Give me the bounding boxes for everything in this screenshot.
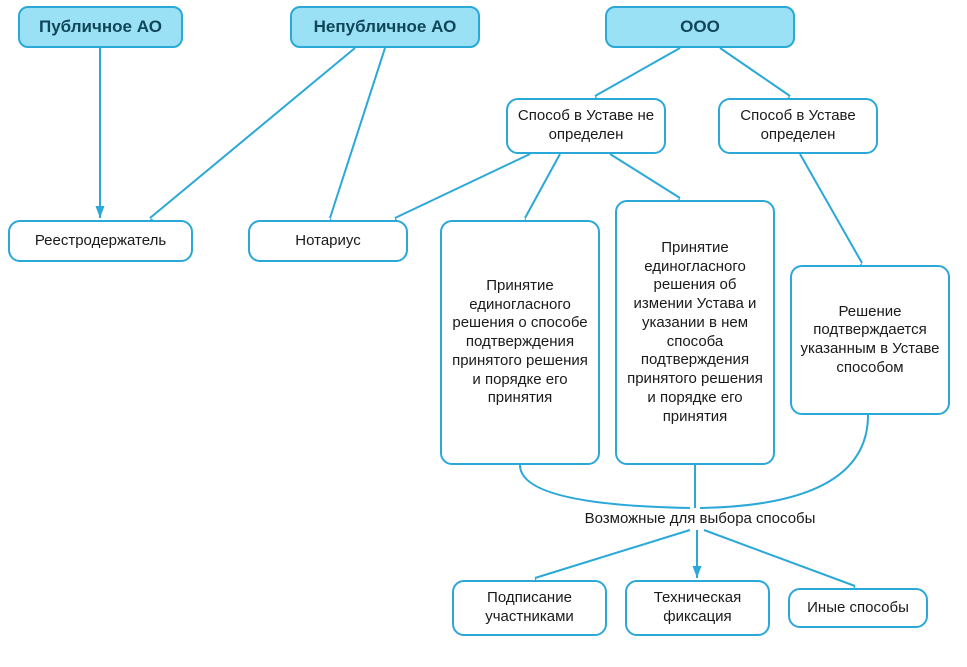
node-label: Принятие единогласного решения о способе… — [450, 277, 590, 408]
node-label: Подписание участниками — [462, 589, 597, 627]
node-notarius: Нотариус — [248, 220, 408, 262]
node-label: Реестродержатель — [35, 232, 166, 251]
node-nep-ao: Непубличное АО — [290, 6, 480, 48]
node-label: Иные способы — [807, 599, 909, 618]
label-text: Возможные для выбора способы — [585, 510, 816, 527]
node-label: Принятие единогласного решения об измени… — [625, 239, 765, 427]
node-box-b: Принятие единогласного решения об измени… — [615, 200, 775, 465]
node-reestr: Реестродержатель — [8, 220, 193, 262]
node-label: Способ в Уставе не определен — [516, 107, 656, 145]
node-label: Способ в Уставе определен — [728, 107, 868, 145]
node-ooo: ООО — [605, 6, 795, 48]
node-box-a: Принятие единогласного решения о способе… — [440, 220, 600, 465]
node-label: Решение подтверждается указанным в Устав… — [800, 303, 940, 378]
node-label: Непубличное АО — [314, 16, 457, 37]
node-podpis: Подписание участниками — [452, 580, 607, 636]
node-tech: Техническая фиксация — [625, 580, 770, 636]
node-inye: Иные способы — [788, 588, 928, 628]
node-label: Техническая фиксация — [635, 589, 760, 627]
node-label: Нотариус — [295, 232, 360, 251]
node-pub-ao: Публичное АО — [18, 6, 183, 48]
node-label: Публичное АО — [39, 16, 162, 37]
node-sposob-yes: Способ в Уставе определен — [718, 98, 878, 154]
possible-methods-label: Возможные для выбора способы — [540, 510, 860, 527]
node-label: ООО — [680, 16, 720, 37]
node-box-c: Решение подтверждается указанным в Устав… — [790, 265, 950, 415]
node-sposob-no: Способ в Уставе не определен — [506, 98, 666, 154]
